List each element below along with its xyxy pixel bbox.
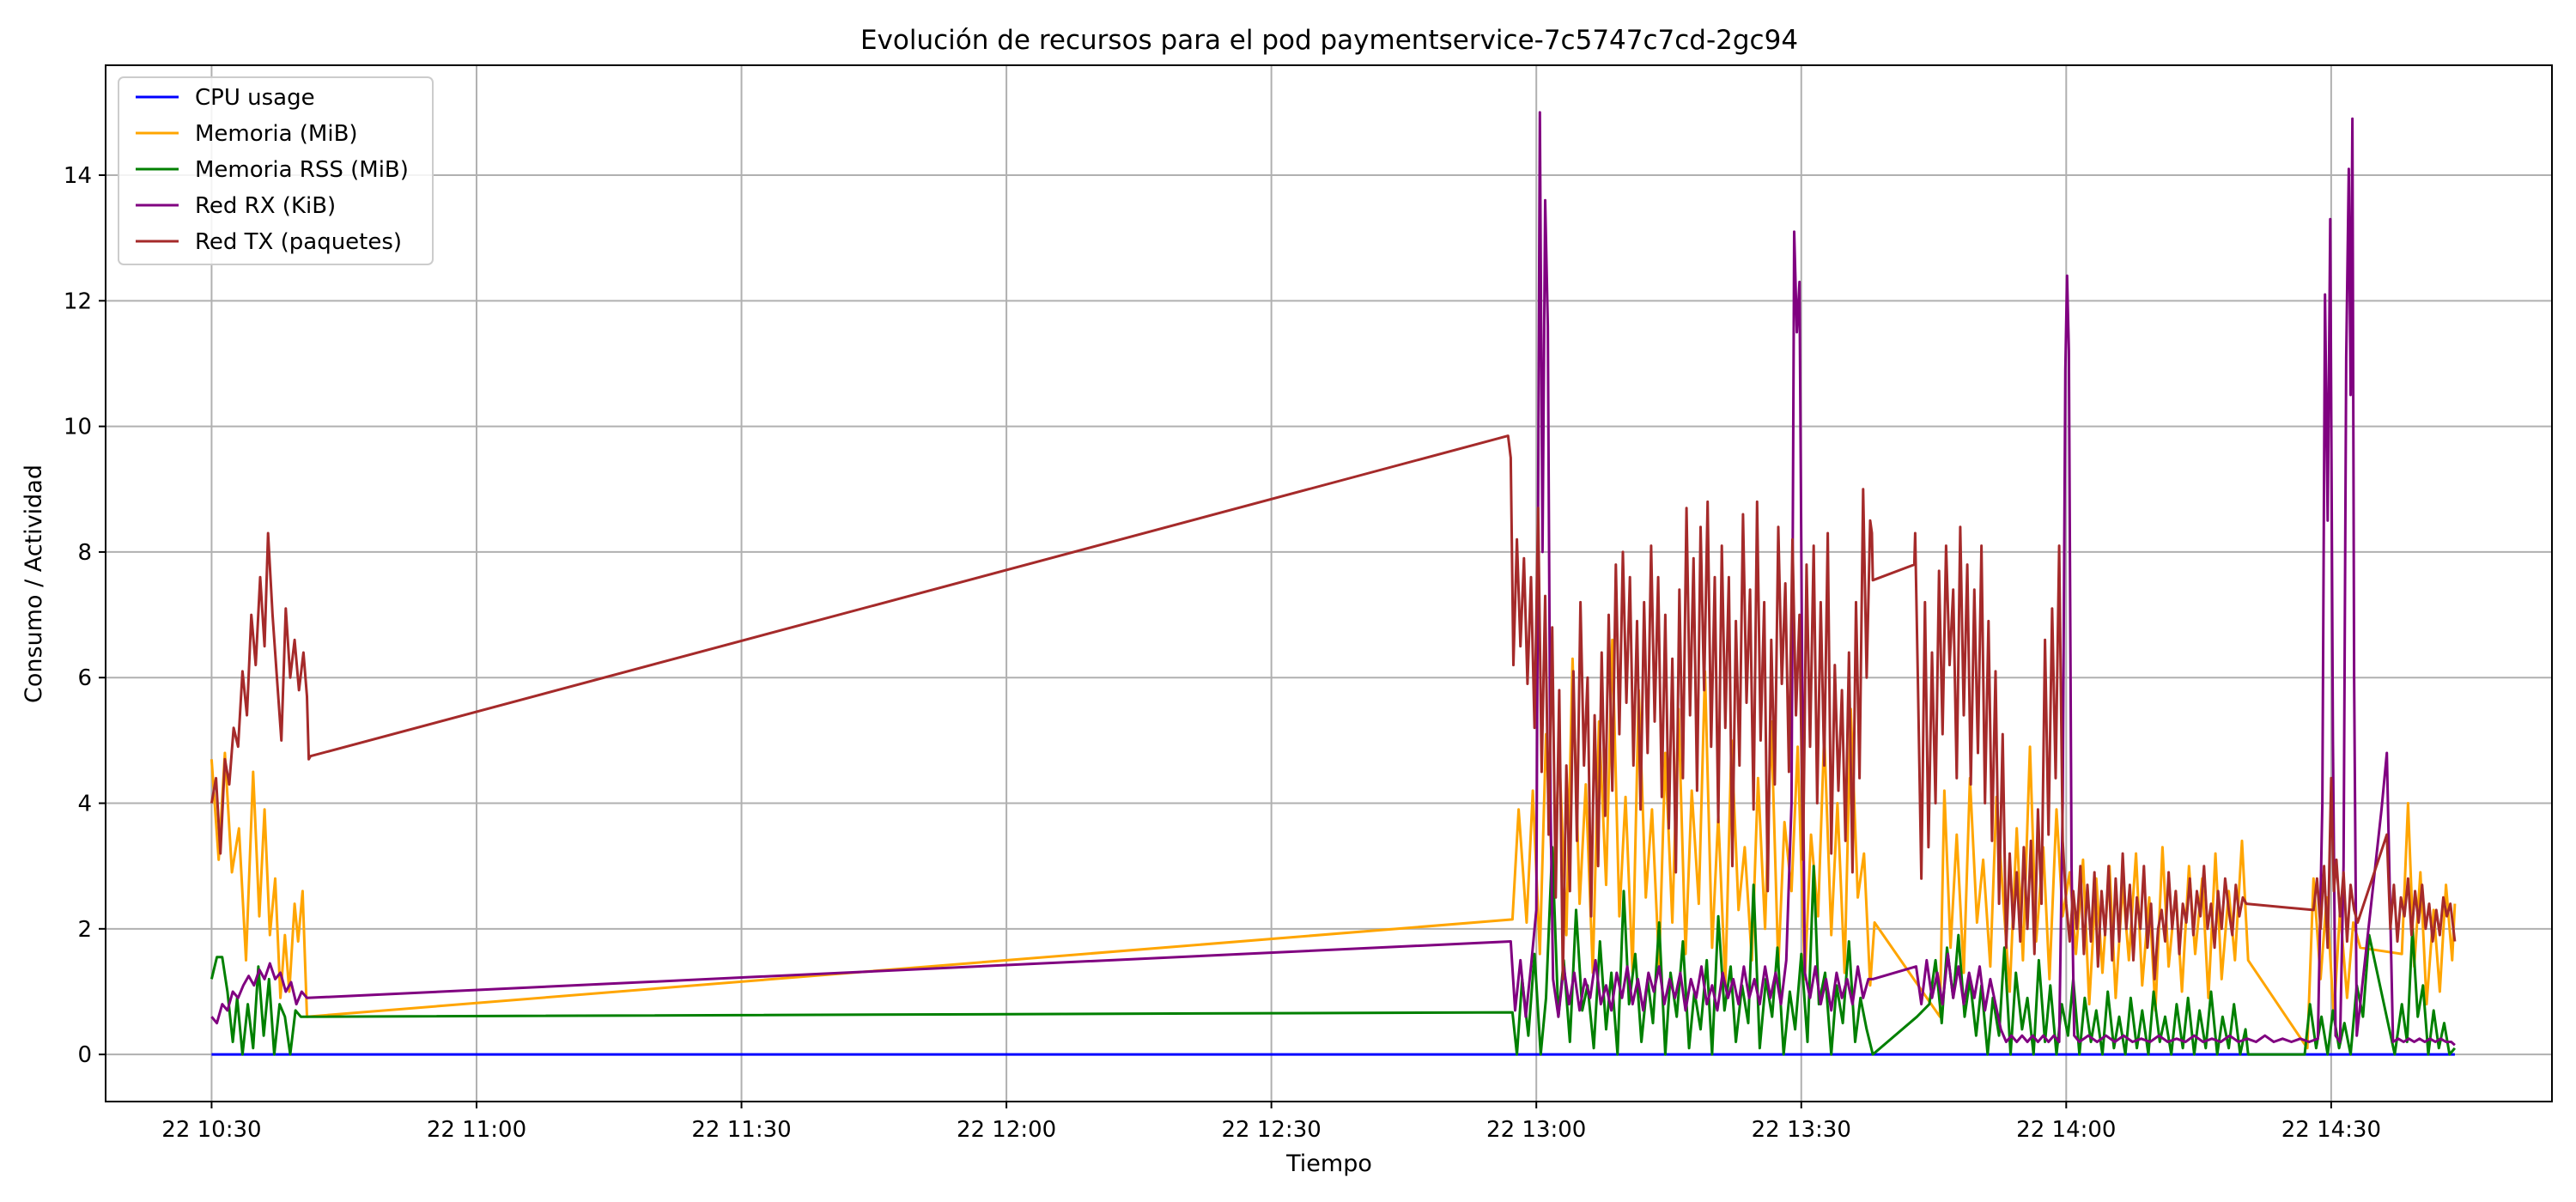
y-axis-label: Consumo / Actividad xyxy=(21,464,47,703)
chart-title: Evolución de recursos para el pod paymen… xyxy=(860,25,1798,56)
x-tick-label: 22 14:00 xyxy=(2016,1117,2116,1143)
series-line-red-tx-paquetes xyxy=(210,434,2457,980)
y-tick-label: 2 xyxy=(77,917,92,943)
x-tick-label: 22 14:30 xyxy=(2281,1117,2381,1143)
legend-label: Red RX (KiB) xyxy=(195,193,336,219)
x-axis-ticks: 22 10:30 22 11:00 22 11:30 22 12:00 22 12:30… xyxy=(161,1102,2381,1143)
x-tick-label: 22 11:00 xyxy=(427,1117,526,1143)
x-tick-label: 22 12:30 xyxy=(1222,1117,1321,1143)
y-tick-label: 6 xyxy=(77,665,92,691)
series-line-red-rx-kib xyxy=(210,111,2456,1047)
y-tick-label: 0 xyxy=(77,1042,92,1068)
y-tick-label: 12 xyxy=(64,288,92,314)
x-tick-label: 22 12:00 xyxy=(957,1117,1056,1143)
legend-label: Memoria (MiB) xyxy=(195,121,358,147)
y-tick-label: 10 xyxy=(64,415,92,440)
axes-frame xyxy=(105,64,2553,1102)
x-axis-label: Tiempo xyxy=(1285,1150,1372,1177)
y-tick-label: 14 xyxy=(64,163,92,189)
legend-box xyxy=(118,76,434,265)
x-tick-label: 22 11:30 xyxy=(691,1117,791,1143)
x-tick-label: 22 10:30 xyxy=(161,1117,261,1143)
legend-label: Red TX (paquetes) xyxy=(195,229,402,255)
y-axis-ticks: 0 2 4 6 8 10 12 14 xyxy=(64,163,106,1068)
x-tick-label: 22 13:00 xyxy=(1486,1117,1586,1143)
legend-label: CPU usage xyxy=(195,85,315,111)
y-tick-label: 4 xyxy=(77,792,92,817)
legend-label: Memoria RSS (MiB) xyxy=(195,157,409,183)
plot-area xyxy=(210,111,2457,1056)
legend: CPU usage Memoria (MiB) Memoria RSS (MiB) R… xyxy=(118,76,434,265)
y-tick-label: 8 xyxy=(77,540,92,566)
x-tick-label: 22 13:30 xyxy=(1752,1117,1851,1143)
